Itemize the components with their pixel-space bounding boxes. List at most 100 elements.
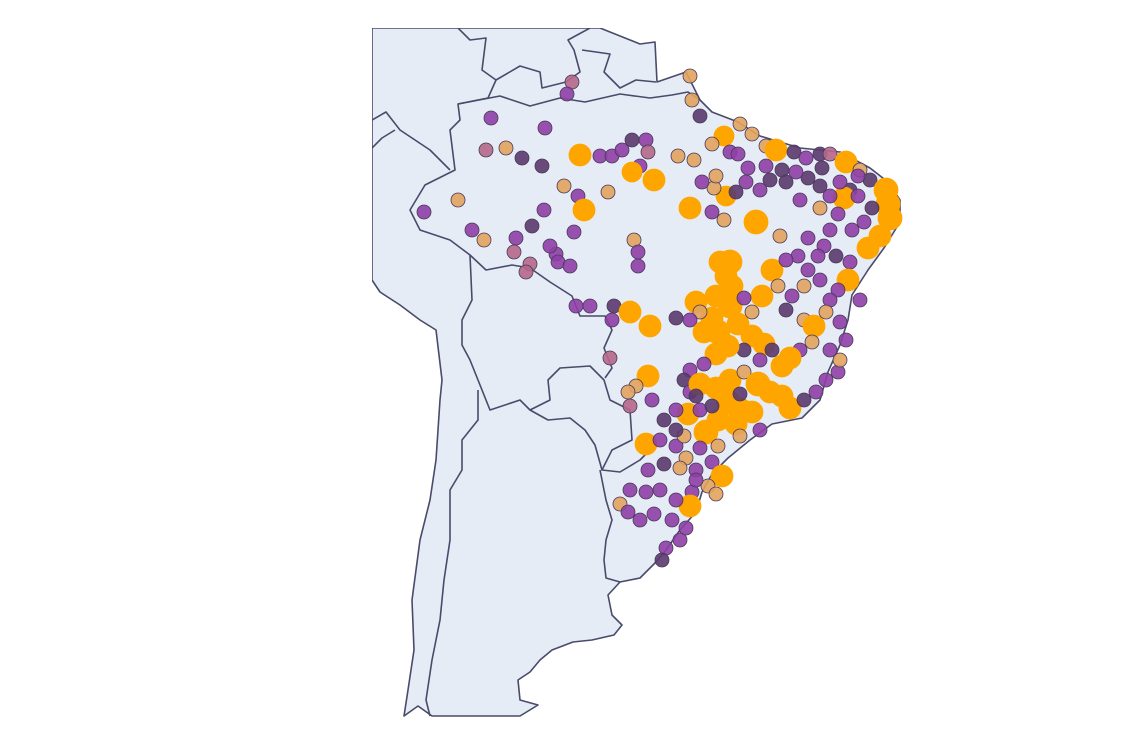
map-marker[interactable]: [762, 172, 778, 188]
map-marker[interactable]: [682, 312, 698, 328]
map-marker[interactable]: [778, 302, 794, 318]
map-marker[interactable]: [644, 392, 660, 408]
map-marker[interactable]: [620, 384, 636, 400]
map-marker[interactable]: [708, 168, 724, 184]
map-marker[interactable]: [818, 372, 834, 388]
map-marker[interactable]: [796, 392, 812, 408]
map-marker[interactable]: [542, 238, 558, 254]
map-marker[interactable]: [621, 161, 643, 183]
map-marker[interactable]: [688, 472, 704, 488]
map-marker[interactable]: [686, 152, 702, 168]
map-marker[interactable]: [710, 438, 726, 454]
map-marker[interactable]: [652, 432, 668, 448]
map-marker[interactable]: [770, 278, 786, 294]
map-marker[interactable]: [602, 350, 618, 366]
map-marker[interactable]: [416, 204, 432, 220]
map-marker[interactable]: [736, 290, 752, 306]
map-marker[interactable]: [670, 148, 686, 164]
map-marker[interactable]: [668, 422, 684, 438]
map-marker[interactable]: [684, 92, 700, 108]
map-marker[interactable]: [736, 364, 752, 380]
map-marker[interactable]: [478, 142, 494, 158]
map-marker[interactable]: [802, 314, 826, 338]
map-marker[interactable]: [614, 142, 630, 158]
map-marker[interactable]: [624, 132, 640, 148]
map-marker[interactable]: [668, 438, 684, 454]
map-marker[interactable]: [668, 310, 684, 326]
map-marker[interactable]: [640, 462, 656, 478]
map-marker[interactable]: [844, 222, 860, 238]
map-marker[interactable]: [850, 168, 866, 184]
map-marker[interactable]: [534, 158, 550, 174]
map-marker[interactable]: [750, 284, 774, 308]
map-marker[interactable]: [483, 110, 499, 126]
map-marker[interactable]: [704, 454, 720, 470]
map-marker[interactable]: [832, 352, 848, 368]
map-marker[interactable]: [622, 482, 638, 498]
map-marker[interactable]: [832, 174, 848, 190]
map-marker[interactable]: [818, 304, 834, 320]
map-marker[interactable]: [646, 506, 662, 522]
map-marker[interactable]: [678, 196, 702, 220]
map-marker[interactable]: [732, 386, 748, 402]
map-marker[interactable]: [822, 342, 838, 358]
map-marker[interactable]: [682, 68, 698, 84]
map-marker[interactable]: [688, 388, 704, 404]
map-marker[interactable]: [652, 482, 668, 498]
map-marker[interactable]: [812, 178, 828, 194]
map-marker[interactable]: [672, 532, 688, 548]
map-marker[interactable]: [704, 342, 728, 366]
map-marker[interactable]: [514, 150, 530, 166]
map-marker[interactable]: [692, 304, 708, 320]
map-marker[interactable]: [506, 244, 522, 260]
map-marker[interactable]: [732, 428, 748, 444]
map-marker[interactable]: [828, 248, 844, 264]
map-marker[interactable]: [708, 486, 724, 502]
map-marker[interactable]: [704, 136, 720, 152]
map-marker[interactable]: [856, 214, 872, 230]
map-marker[interactable]: [752, 182, 768, 198]
map-marker[interactable]: [740, 160, 756, 176]
map-marker[interactable]: [716, 212, 732, 228]
map-marker[interactable]: [796, 278, 812, 294]
map-marker[interactable]: [568, 143, 592, 167]
map-marker[interactable]: [508, 230, 524, 246]
map-marker[interactable]: [518, 264, 534, 280]
map-marker[interactable]: [752, 352, 768, 368]
map-marker[interactable]: [850, 188, 866, 204]
map-marker[interactable]: [692, 440, 708, 456]
map-marker[interactable]: [770, 354, 794, 378]
map-marker[interactable]: [556, 178, 572, 194]
map-marker[interactable]: [704, 398, 720, 414]
map-marker[interactable]: [764, 138, 788, 162]
map-marker[interactable]: [772, 228, 788, 244]
map-marker[interactable]: [832, 314, 848, 330]
map-marker[interactable]: [638, 484, 654, 500]
marker-layer[interactable]: [416, 68, 903, 568]
map-marker[interactable]: [692, 108, 708, 124]
map-marker[interactable]: [476, 232, 492, 248]
map-marker[interactable]: [618, 300, 642, 324]
map-marker[interactable]: [838, 332, 854, 348]
map-marker[interactable]: [559, 86, 575, 102]
map-marker[interactable]: [752, 422, 768, 438]
map-marker[interactable]: [600, 184, 616, 200]
map-marker[interactable]: [852, 292, 868, 308]
map-marker[interactable]: [800, 170, 816, 186]
map-marker[interactable]: [668, 492, 684, 508]
map-marker[interactable]: [744, 126, 760, 142]
map-marker[interactable]: [732, 116, 748, 132]
map-marker[interactable]: [450, 192, 466, 208]
map-marker[interactable]: [536, 202, 552, 218]
map-marker[interactable]: [582, 298, 598, 314]
map-marker[interactable]: [744, 304, 760, 320]
map-marker[interactable]: [786, 144, 802, 160]
map-marker[interactable]: [620, 504, 636, 520]
map-marker[interactable]: [822, 188, 838, 204]
map-marker[interactable]: [822, 222, 838, 238]
map-marker[interactable]: [656, 456, 672, 472]
map-marker[interactable]: [638, 314, 662, 338]
map-marker[interactable]: [830, 282, 846, 298]
map-marker[interactable]: [730, 146, 746, 162]
